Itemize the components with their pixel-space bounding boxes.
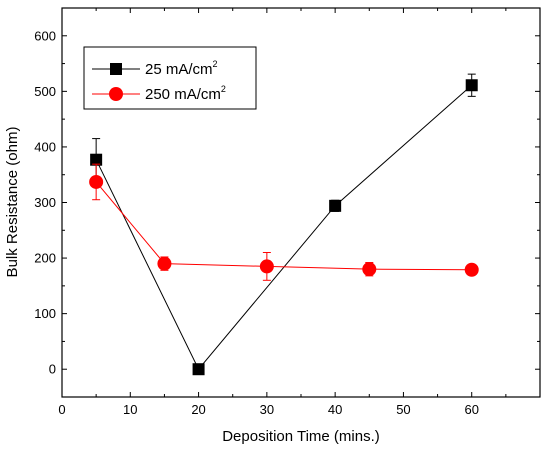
legend-label-series-2-text: 250 mA/cm	[145, 86, 221, 103]
y-tick-label: 0	[49, 362, 56, 377]
y-axis-title: Bulk Resistance (ohm)	[4, 127, 21, 278]
y-tick-label: 300	[34, 195, 56, 210]
series-2-point	[362, 262, 377, 277]
x-tick-label: 40	[328, 402, 342, 417]
y-tick-label: 200	[34, 251, 56, 266]
series-2-line	[95, 181, 472, 271]
series-1-line	[95, 84, 473, 371]
legend-marker-series-1	[110, 63, 122, 75]
series-2-point	[157, 256, 172, 271]
series-2-point	[259, 259, 274, 274]
legend-label-series-2: 250 mA/cm2	[145, 84, 226, 103]
legend-label-series-1: 25 mA/cm2	[145, 59, 218, 78]
series-2-point	[464, 262, 479, 277]
legend-label-series-1-text: 25 mA/cm	[145, 61, 213, 78]
series-1-point	[329, 199, 342, 212]
y-tick-label: 100	[34, 306, 56, 321]
legend-label-series-1-sup: 2	[213, 59, 218, 69]
y-tick-label: 400	[34, 139, 56, 154]
y-tick-label: 500	[34, 84, 56, 99]
series-2-point	[89, 174, 104, 189]
x-tick-label: 50	[396, 402, 410, 417]
x-tick-label: 30	[260, 402, 274, 417]
series-layer	[89, 73, 479, 376]
series-1-point	[90, 153, 103, 166]
x-tick-label: 0	[58, 402, 65, 417]
legend: 25 mA/cm2 250 mA/cm2	[83, 46, 257, 110]
x-tick-label: 10	[123, 402, 137, 417]
x-tick-label: 60	[464, 402, 478, 417]
x-axis-title: Deposition Time (mins.)	[222, 428, 380, 445]
x-tick-label: 20	[191, 402, 205, 417]
legend-label-series-2-sup: 2	[221, 84, 226, 94]
series-1-point	[192, 363, 205, 376]
y-tick-label: 600	[34, 28, 56, 43]
legend-marker-series-2	[109, 87, 123, 101]
series-1-point	[465, 79, 478, 92]
